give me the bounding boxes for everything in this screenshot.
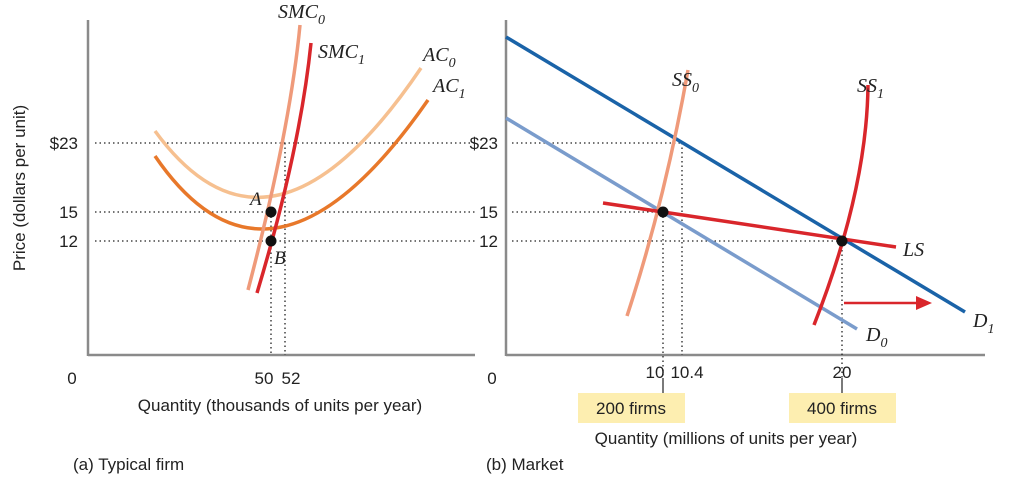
b-ytick-15: 15 [479, 203, 498, 222]
firms-400-label: 400 firms [807, 399, 877, 418]
panel-a: A B SMC0 SMC1 AC0 AC1 $23 15 12 0 50 52 … [10, 1, 475, 474]
a-ytick-12: 12 [59, 232, 78, 251]
d0-label: D0 [865, 324, 887, 351]
b-origin: 0 [487, 369, 496, 388]
ac1-curve [153, 99, 430, 231]
b-xtick-20: 20 [833, 363, 852, 382]
ac0-label: AC0 [421, 44, 456, 71]
point-a [265, 206, 277, 218]
panel-b-caption: (b) Market [486, 455, 564, 474]
ac0-curve [153, 67, 423, 200]
ss1-label: SS1 [857, 75, 884, 102]
ac1-label: AC1 [431, 75, 466, 102]
d1-label: D1 [972, 310, 994, 337]
ls-label: LS [902, 239, 924, 261]
firms-200-label: 200 firms [596, 399, 666, 418]
smc0-curve [246, 24, 302, 291]
firms-200-highlight [578, 393, 685, 423]
market-point-15 [657, 206, 669, 218]
a-x-axis-title: Quantity (thousands of units per year) [138, 396, 422, 415]
b-ytick-12: 12 [479, 232, 498, 251]
a-ytick-23: $23 [50, 134, 78, 153]
smc1-label: SMC1 [318, 41, 365, 68]
smc1-curve [255, 42, 313, 294]
d0-curve [505, 116, 858, 331]
ss1-curve [812, 84, 870, 326]
panel-a-caption: (a) Typical firm [73, 455, 184, 474]
a-xtick-52: 52 [282, 369, 301, 388]
shift-arrow-head [916, 296, 932, 310]
a-xtick-50: 50 [255, 369, 274, 388]
ss0-label: SS0 [672, 69, 699, 96]
b-xtick-10: 10 [646, 363, 665, 382]
firms-400-highlight [789, 393, 896, 423]
point-a-label: A [248, 189, 262, 210]
market-point-12 [836, 235, 848, 247]
ss0-curve [625, 69, 690, 317]
d1-curve [505, 35, 966, 314]
smc0-label: SMC0 [278, 1, 325, 28]
b-ytick-23: $23 [470, 134, 498, 153]
b-xtick-10-4: 10.4 [670, 363, 703, 382]
b-x-axis-title: Quantity (millions of units per year) [595, 429, 858, 448]
a-origin: 0 [67, 369, 76, 388]
panel-b: SS0 SS1 LS D0 D1 $23 15 12 0 10 10.4 20 … [470, 20, 994, 474]
a-y-axis-title: Price (dollars per unit) [10, 105, 29, 271]
point-b-label: B [274, 248, 286, 269]
a-ytick-15: 15 [59, 203, 78, 222]
point-b [265, 235, 277, 247]
